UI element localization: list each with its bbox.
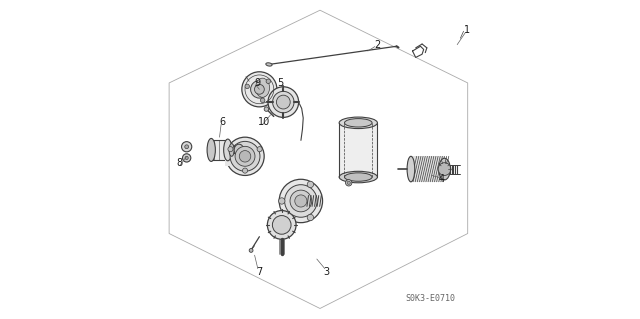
Polygon shape bbox=[225, 147, 230, 166]
Polygon shape bbox=[339, 123, 378, 177]
Circle shape bbox=[290, 190, 312, 212]
Text: 1: 1 bbox=[463, 25, 470, 35]
Ellipse shape bbox=[407, 156, 415, 182]
Circle shape bbox=[182, 154, 191, 162]
Circle shape bbox=[251, 81, 268, 98]
Ellipse shape bbox=[439, 158, 451, 180]
Text: 3: 3 bbox=[323, 267, 330, 277]
Circle shape bbox=[276, 95, 290, 109]
Circle shape bbox=[273, 91, 294, 113]
Text: S0K3-E0710: S0K3-E0710 bbox=[405, 294, 455, 303]
Polygon shape bbox=[211, 140, 228, 160]
Circle shape bbox=[285, 185, 317, 217]
Ellipse shape bbox=[207, 138, 216, 161]
Text: 8: 8 bbox=[177, 158, 182, 168]
Ellipse shape bbox=[344, 119, 372, 127]
Ellipse shape bbox=[339, 117, 378, 129]
Circle shape bbox=[243, 168, 248, 173]
Circle shape bbox=[307, 181, 314, 188]
Ellipse shape bbox=[266, 63, 272, 66]
Circle shape bbox=[268, 87, 299, 117]
Circle shape bbox=[239, 151, 251, 162]
Circle shape bbox=[278, 198, 285, 204]
Circle shape bbox=[347, 181, 350, 184]
Text: 2: 2 bbox=[374, 40, 381, 50]
Circle shape bbox=[295, 195, 307, 207]
Ellipse shape bbox=[208, 140, 214, 160]
Circle shape bbox=[185, 156, 188, 160]
Text: 6: 6 bbox=[220, 117, 226, 127]
Circle shape bbox=[242, 72, 277, 107]
Polygon shape bbox=[411, 156, 444, 182]
Ellipse shape bbox=[234, 144, 244, 156]
Circle shape bbox=[245, 84, 250, 89]
Circle shape bbox=[255, 85, 264, 94]
Circle shape bbox=[228, 147, 233, 152]
Circle shape bbox=[273, 216, 291, 234]
Text: 9: 9 bbox=[255, 78, 261, 88]
Ellipse shape bbox=[225, 140, 231, 160]
Circle shape bbox=[279, 179, 323, 223]
Text: 4: 4 bbox=[438, 174, 444, 184]
Ellipse shape bbox=[223, 139, 232, 161]
Circle shape bbox=[307, 214, 314, 221]
Circle shape bbox=[182, 142, 192, 152]
Circle shape bbox=[226, 137, 264, 175]
Circle shape bbox=[346, 180, 352, 186]
Text: 5: 5 bbox=[277, 78, 284, 88]
Circle shape bbox=[264, 107, 269, 111]
Circle shape bbox=[230, 141, 260, 171]
Circle shape bbox=[266, 79, 271, 84]
Circle shape bbox=[268, 211, 296, 239]
Circle shape bbox=[257, 147, 262, 152]
Ellipse shape bbox=[229, 144, 234, 156]
Ellipse shape bbox=[339, 171, 378, 183]
Text: 10: 10 bbox=[258, 117, 270, 127]
Ellipse shape bbox=[344, 173, 372, 181]
Circle shape bbox=[260, 98, 265, 102]
Ellipse shape bbox=[255, 78, 269, 97]
Circle shape bbox=[249, 249, 253, 252]
Circle shape bbox=[185, 145, 189, 149]
Circle shape bbox=[438, 163, 451, 175]
Text: 7: 7 bbox=[256, 267, 262, 277]
Circle shape bbox=[235, 146, 255, 166]
